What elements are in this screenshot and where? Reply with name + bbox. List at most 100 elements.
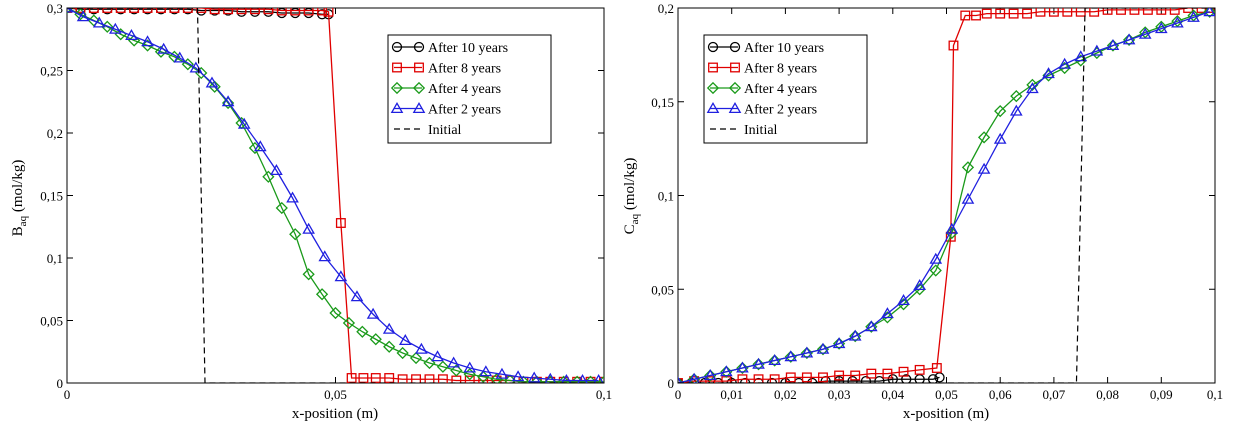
chart-2-data-point xyxy=(704,369,717,382)
chart-1-data-point xyxy=(276,8,287,16)
chart-2-data-point xyxy=(887,374,898,383)
chart-1-data-point xyxy=(221,96,235,110)
chart-1-data-point xyxy=(92,16,106,28)
chart-1-y-tick-label: 0,1 xyxy=(47,251,63,266)
chart-2-data-point xyxy=(881,307,894,319)
chart-1-data-point xyxy=(431,350,444,362)
chart-1-legend-marker xyxy=(390,101,404,114)
chart-2-data-point xyxy=(1026,82,1039,94)
chart-2-data-point xyxy=(784,350,797,363)
chart-1-data-point xyxy=(450,364,463,377)
chart-2-y-tick-label: 0,05 xyxy=(651,282,674,297)
chart-2-data-point xyxy=(1062,8,1073,17)
chart-2-x-tick-label: 0,09 xyxy=(1150,387,1173,402)
chart-2-data-point xyxy=(1171,16,1184,28)
chart-1-y-axis-label: Baq (mol/kg) xyxy=(10,160,29,237)
chart-1-data-point xyxy=(109,22,122,34)
chart-2-data-point xyxy=(931,363,942,373)
chart-1-data-point xyxy=(289,228,302,241)
chart-1-legend-label: After 2 years xyxy=(428,103,501,118)
chart-1-data-point xyxy=(527,371,541,383)
chart-2-data-point xyxy=(994,105,1007,118)
chart-2-data-point xyxy=(1122,33,1136,45)
chart-2-x-tick-label: 0 xyxy=(675,387,682,402)
chart-2-data-point xyxy=(1026,78,1039,91)
chart-1-data-point xyxy=(396,346,409,360)
chart-1-data-point xyxy=(205,76,219,88)
chart-1-legend-label: After 10 years xyxy=(428,41,508,56)
chart-1-data-point xyxy=(366,307,380,319)
chart-1-data-point xyxy=(125,28,138,41)
chart-2-legend-marker xyxy=(730,62,740,73)
chart-2-x-tick-label: 0,08 xyxy=(1096,387,1119,402)
chart-2-data-point xyxy=(753,374,764,383)
chart-2-data-point xyxy=(1075,8,1086,17)
chart-2-x-tick-label: 0,06 xyxy=(989,387,1012,402)
chart-2-data-point xyxy=(1042,67,1055,79)
chart-1-data-point xyxy=(115,8,126,13)
chart-2-data-point xyxy=(995,8,1006,19)
chart-1-data-point xyxy=(597,375,604,383)
chart-2-data-point xyxy=(1156,8,1167,15)
chart-1-data-point xyxy=(270,163,283,176)
chart-1-data-point xyxy=(329,306,342,320)
chart-1-data-point xyxy=(356,325,369,338)
chart-1-y-tick-label: 0,3 xyxy=(47,1,63,16)
chart-1-data-point xyxy=(370,373,381,383)
chart-1-data-point xyxy=(479,365,493,377)
chart-2-legend-marker xyxy=(707,41,719,53)
chart-2-data-point xyxy=(753,377,764,383)
chart-2-legend-marker xyxy=(729,41,741,53)
chart-2-plot-area xyxy=(678,8,1215,383)
chart-2-x-tick-label: 0,1 xyxy=(1207,387,1223,402)
chart-1-data-point xyxy=(383,340,396,353)
chart-2-data-point xyxy=(850,370,861,381)
chart-2-data-point xyxy=(1048,8,1059,17)
chart-2-data-point xyxy=(739,377,751,383)
chart-1-data-point xyxy=(346,373,357,383)
chart-1-legend-label: After 8 years xyxy=(428,62,501,77)
chart-1-x-axis-label: x-position (m) xyxy=(292,406,378,422)
chart-2-data-point xyxy=(752,357,765,369)
chart-1-data-point xyxy=(249,8,260,15)
chart-2-data-point xyxy=(678,376,682,383)
chart-2-data-point xyxy=(1154,22,1168,34)
chart-2-data-point xyxy=(874,375,885,383)
chart-1-legend-marker xyxy=(392,62,402,73)
chart-2-data-point xyxy=(1090,44,1104,56)
chart-2-data-point xyxy=(752,358,765,371)
chart-2-data-point xyxy=(847,375,858,383)
chart-1-legend-marker xyxy=(412,81,426,95)
chart-2-data-point xyxy=(860,375,872,383)
chart-2-data-point xyxy=(960,10,971,21)
chart-2-legend-label: After 8 years xyxy=(744,62,817,77)
chart-1-data-point xyxy=(253,140,267,152)
chart-2-data-point xyxy=(1129,8,1140,15)
chart-1-data-point xyxy=(221,95,235,107)
chart-1-data-point xyxy=(369,333,382,346)
chart-1-data-point xyxy=(302,268,315,281)
chart-1-data-point xyxy=(290,8,301,16)
chart-1-data-point xyxy=(382,322,396,334)
chart-2-data-point xyxy=(834,370,845,381)
chart-2-data-point xyxy=(713,377,724,383)
chart-2-data-point xyxy=(945,222,959,234)
chart-2-data-point xyxy=(793,377,804,383)
chart-2-x-tick-label: 0,01 xyxy=(720,387,743,402)
chart-2-legend-marker xyxy=(706,81,720,95)
chart-2-data-point xyxy=(1009,104,1023,116)
chart-2-data-point xyxy=(1138,27,1152,39)
chart-2-data-point xyxy=(736,361,749,373)
chart-2-data-point xyxy=(833,375,845,383)
chart-2-data-point xyxy=(678,376,685,383)
chart-2-data-point xyxy=(1187,10,1200,22)
chart-1-data-point xyxy=(223,8,234,15)
chart-1-data-point xyxy=(424,374,435,383)
chart-1-legend-label: Initial xyxy=(428,123,462,138)
chart-2-data-point xyxy=(1169,8,1180,15)
chart-1-data-point xyxy=(358,373,369,383)
chart-1-x-tick-label: 0,1 xyxy=(596,387,612,402)
chart-2-y-tick-label: 0 xyxy=(668,376,675,391)
chart-2-data-point xyxy=(801,372,812,383)
chart-1-data-point xyxy=(317,8,328,16)
